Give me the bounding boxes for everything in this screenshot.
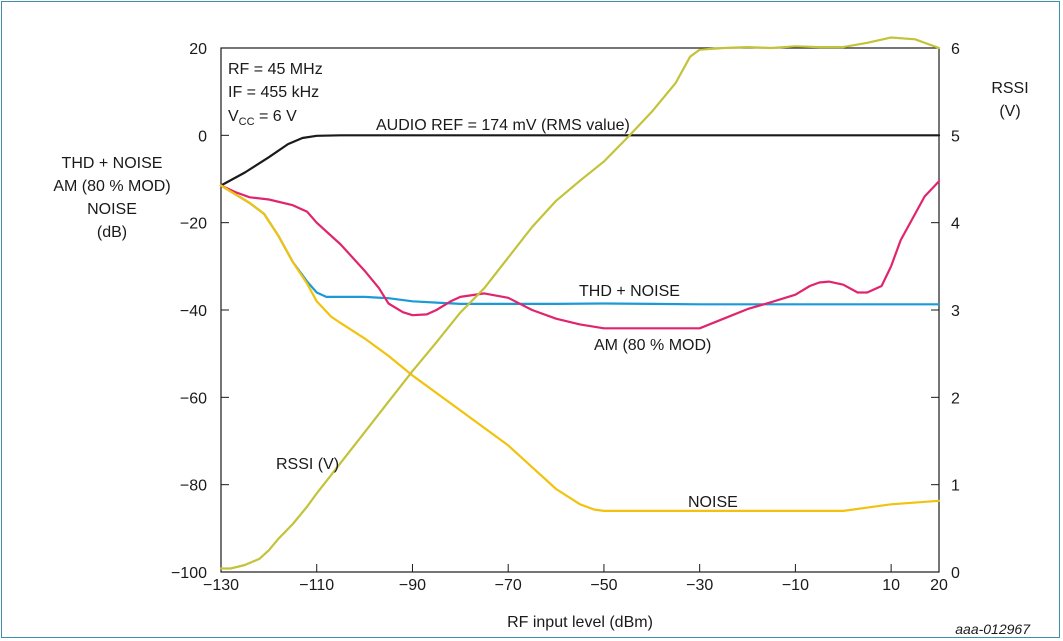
left-tick-label: −60 (180, 390, 207, 407)
series-line-am-80-mod (219, 180, 941, 330)
series-lines (219, 36, 941, 570)
annotation-audio-ref: AUDIO REF = 174 mV (RMS value) (376, 117, 630, 134)
right-axis-label-line1: RSSI (991, 80, 1028, 97)
left-tick-label: −40 (180, 303, 207, 320)
right-tick-label: 1 (951, 478, 960, 495)
left-axis-label-line3: NOISE (87, 201, 137, 218)
condition-if: IF = 455 kHz (228, 84, 319, 101)
x-tick-label: −50 (590, 577, 617, 594)
condition-vcc-value: = 6 V (255, 108, 298, 125)
annotation-thd-noise: THD + NOISE (579, 283, 680, 300)
series-line-noise (219, 184, 941, 512)
condition-rf: RF = 45 MHz (228, 61, 323, 78)
series-line-audio-ref-174-mv-rms-value (219, 134, 941, 187)
left-axis-label-line2: AM (80 % MOD) (53, 178, 170, 195)
x-tick-label: 20 (930, 577, 948, 594)
x-tick-label: −90 (399, 577, 426, 594)
right-tick-label: 2 (951, 390, 960, 407)
annotation-rssi: RSSI (V) (276, 456, 339, 473)
left-tick-label: 20 (189, 41, 207, 58)
condition-vcc-symbol: V (228, 108, 239, 125)
left-tick-label: 0 (198, 128, 207, 145)
left-axis-ticks: −100 −80 −60 −40 −20 0 20 (171, 41, 229, 582)
right-tick-label: 4 (951, 216, 960, 233)
x-tick-label: −30 (686, 577, 713, 594)
left-tick-label: −20 (180, 216, 207, 233)
x-axis-label: RF input level (dBm) (507, 614, 653, 631)
condition-vcc: VCC = 6 V (228, 108, 297, 128)
left-axis-label-line4: (dB) (97, 224, 127, 241)
figure-id: aaa-012967 (955, 621, 1031, 637)
right-axis-ticks: 0 1 2 3 4 5 6 (931, 41, 960, 582)
right-tick-label: 3 (951, 303, 960, 320)
condition-vcc-subscript: CC (239, 116, 255, 128)
left-tick-label: −100 (171, 565, 207, 582)
right-tick-label: 0 (951, 565, 960, 582)
x-tick-label: −110 (299, 577, 334, 594)
x-tick-label: −130 (203, 577, 239, 594)
right-tick-label: 6 (951, 41, 960, 58)
x-tick-label: −10 (782, 577, 809, 594)
x-axis-ticks: −130 −110 −90 −70 −50 −30 −10 10 20 (203, 564, 948, 594)
right-tick-label: 5 (951, 128, 960, 145)
x-tick-label: 10 (882, 577, 900, 594)
left-tick-label: −80 (180, 478, 207, 495)
series-line-rssi-v (219, 36, 941, 570)
left-axis-label-line1: THD + NOISE (62, 155, 163, 172)
right-axis-label-line2: (V) (999, 103, 1020, 120)
x-tick-label: −70 (495, 577, 522, 594)
annotation-noise: NOISE (688, 494, 738, 511)
annotation-am-mod: AM (80 % MOD) (594, 337, 711, 354)
